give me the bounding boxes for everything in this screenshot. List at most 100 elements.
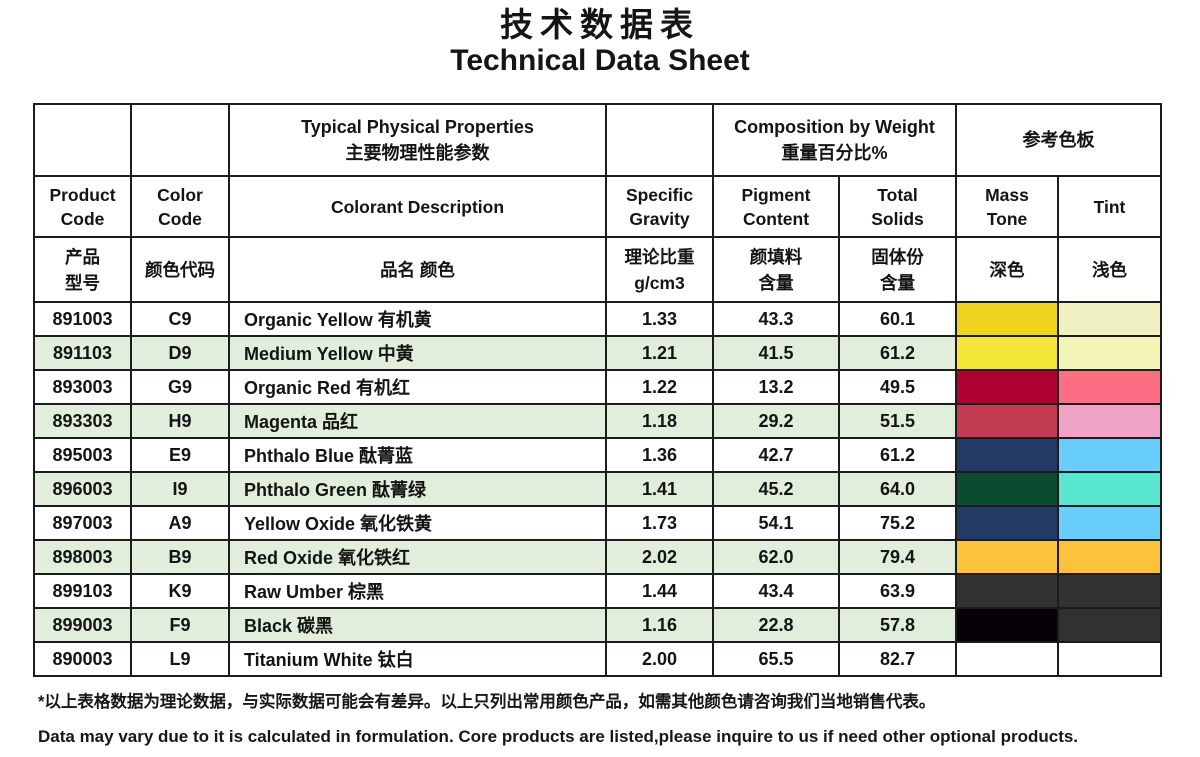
description-cell: Titanium White 钛白 (228, 641, 607, 677)
mass-tone-swatch (955, 437, 1059, 473)
col-header-product-code: Product Code (33, 175, 132, 238)
footnote-zh: *以上表格数据为理论数据，与实际数据可能会有差异。以上只列出常用颜色产品，如需其… (38, 693, 936, 711)
title-block: 技术数据表 Technical Data Sheet (0, 0, 1200, 78)
total-solids-cell: 57.8 (838, 607, 957, 643)
table-row: 896003 I9 Phthalo Green 酞菁绿 1.41 45.2 64… (33, 471, 1162, 507)
tint-swatch (1057, 505, 1162, 541)
color-code-cell: A9 (130, 505, 230, 541)
tint-swatch (1057, 539, 1162, 575)
col-header-description-zh: 品名 颜色 (228, 236, 607, 303)
total-solids-cell: 63.9 (838, 573, 957, 609)
col-header-pigment-content-zh: 颜填料 含量 (712, 236, 840, 303)
color-code-cell: H9 (130, 403, 230, 439)
group-header-row: Typical Physical Properties 主要物理性能参数 Com… (33, 103, 1162, 177)
mass-tone-swatch (955, 403, 1059, 439)
col-header-tint-zh: 浅色 (1057, 236, 1162, 303)
pigment-content-cell: 13.2 (712, 369, 840, 405)
tint-swatch (1057, 301, 1162, 337)
mass-tone-swatch (955, 539, 1059, 575)
specific-gravity-cell: 2.02 (605, 539, 714, 575)
total-solids-cell: 75.2 (838, 505, 957, 541)
description-cell: Organic Yellow 有机黄 (228, 301, 607, 337)
specific-gravity-cell: 1.44 (605, 573, 714, 609)
tint-swatch (1057, 403, 1162, 439)
product-code-cell: 899103 (33, 573, 132, 609)
technical-data-table: Typical Physical Properties 主要物理性能参数 Com… (33, 103, 1162, 677)
empty-cell (33, 103, 132, 177)
table-row: 891103 D9 Medium Yellow 中黄 1.21 41.5 61.… (33, 335, 1162, 371)
table-row: 899003 F9 Black 碳黑 1.16 22.8 57.8 (33, 607, 1162, 643)
table-row: 890003 L9 Titanium White 钛白 2.00 65.5 82… (33, 641, 1162, 677)
total-solids-cell: 79.4 (838, 539, 957, 575)
group-header-physical: Typical Physical Properties 主要物理性能参数 (228, 103, 607, 177)
product-code-cell: 891003 (33, 301, 132, 337)
specific-gravity-cell: 1.16 (605, 607, 714, 643)
pigment-content-cell: 42.7 (712, 437, 840, 473)
product-code-cell: 895003 (33, 437, 132, 473)
pigment-content-cell: 65.5 (712, 641, 840, 677)
color-code-cell: I9 (130, 471, 230, 507)
tint-swatch (1057, 369, 1162, 405)
table-row: 898003 B9 Red Oxide 氧化铁红 2.02 62.0 79.4 (33, 539, 1162, 575)
description-cell: Medium Yellow 中黄 (228, 335, 607, 371)
col-header-color-code: Color Code (130, 175, 230, 238)
tint-swatch (1057, 471, 1162, 507)
table-row: 897003 A9 Yellow Oxide 氧化铁黄 1.73 54.1 75… (33, 505, 1162, 541)
total-solids-cell: 49.5 (838, 369, 957, 405)
product-code-cell: 897003 (33, 505, 132, 541)
col-header-total-solids: Total Solids (838, 175, 957, 238)
tint-swatch (1057, 437, 1162, 473)
description-cell: Phthalo Green 酞菁绿 (228, 471, 607, 507)
col-header-total-solids-zh: 固体份 含量 (838, 236, 957, 303)
total-solids-cell: 61.2 (838, 335, 957, 371)
col-header-pigment-content: Pigment Content (712, 175, 840, 238)
table-row: 893003 G9 Organic Red 有机红 1.22 13.2 49.5 (33, 369, 1162, 405)
col-header-product-code-zh: 产品 型号 (33, 236, 132, 303)
total-solids-cell: 60.1 (838, 301, 957, 337)
page-title-en: Technical Data Sheet (450, 44, 750, 77)
pigment-content-cell: 22.8 (712, 607, 840, 643)
product-code-cell: 890003 (33, 641, 132, 677)
tint-swatch (1057, 573, 1162, 609)
empty-cell (130, 103, 230, 177)
group-header-composition: Composition by Weight 重量百分比% (712, 103, 957, 177)
description-cell: Organic Red 有机红 (228, 369, 607, 405)
description-cell: Raw Umber 棕黑 (228, 573, 607, 609)
color-code-cell: K9 (130, 573, 230, 609)
specific-gravity-cell: 1.18 (605, 403, 714, 439)
table-row: 895003 E9 Phthalo Blue 酞菁蓝 1.36 42.7 61.… (33, 437, 1162, 473)
specific-gravity-cell: 1.73 (605, 505, 714, 541)
chinese-header-row: 产品 型号 颜色代码 品名 颜色 理论比重 g/cm3 颜填料 含量 固体份 含… (33, 236, 1162, 303)
table-row: 891003 C9 Organic Yellow 有机黄 1.33 43.3 6… (33, 301, 1162, 337)
product-code-cell: 899003 (33, 607, 132, 643)
pigment-content-cell: 43.3 (712, 301, 840, 337)
specific-gravity-cell: 1.22 (605, 369, 714, 405)
color-code-cell: G9 (130, 369, 230, 405)
color-code-cell: C9 (130, 301, 230, 337)
pigment-content-cell: 29.2 (712, 403, 840, 439)
col-header-tint: Tint (1057, 175, 1162, 238)
color-code-cell: B9 (130, 539, 230, 575)
table-row: 899103 K9 Raw Umber 棕黑 1.44 43.4 63.9 (33, 573, 1162, 609)
col-header-specific-gravity-zh: 理论比重 g/cm3 (605, 236, 714, 303)
footnote-en: Data may vary due to it is calculated in… (38, 727, 1079, 746)
description-cell: Red Oxide 氧化铁红 (228, 539, 607, 575)
english-header-row: Product Code Color Code Colorant Descrip… (33, 175, 1162, 238)
pigment-content-cell: 43.4 (712, 573, 840, 609)
col-header-color-code-zh: 颜色代码 (130, 236, 230, 303)
table-row: 893303 H9 Magenta 品红 1.18 29.2 51.5 (33, 403, 1162, 439)
total-solids-cell: 61.2 (838, 437, 957, 473)
specific-gravity-cell: 1.33 (605, 301, 714, 337)
tint-swatch (1057, 335, 1162, 371)
product-code-cell: 893003 (33, 369, 132, 405)
empty-cell (605, 103, 714, 177)
product-code-cell: 896003 (33, 471, 132, 507)
mass-tone-swatch (955, 641, 1059, 677)
specific-gravity-cell: 1.21 (605, 335, 714, 371)
tint-swatch (1057, 607, 1162, 643)
color-code-cell: D9 (130, 335, 230, 371)
pigment-content-cell: 62.0 (712, 539, 840, 575)
pigment-content-cell: 54.1 (712, 505, 840, 541)
total-solids-cell: 82.7 (838, 641, 957, 677)
mass-tone-swatch (955, 573, 1059, 609)
